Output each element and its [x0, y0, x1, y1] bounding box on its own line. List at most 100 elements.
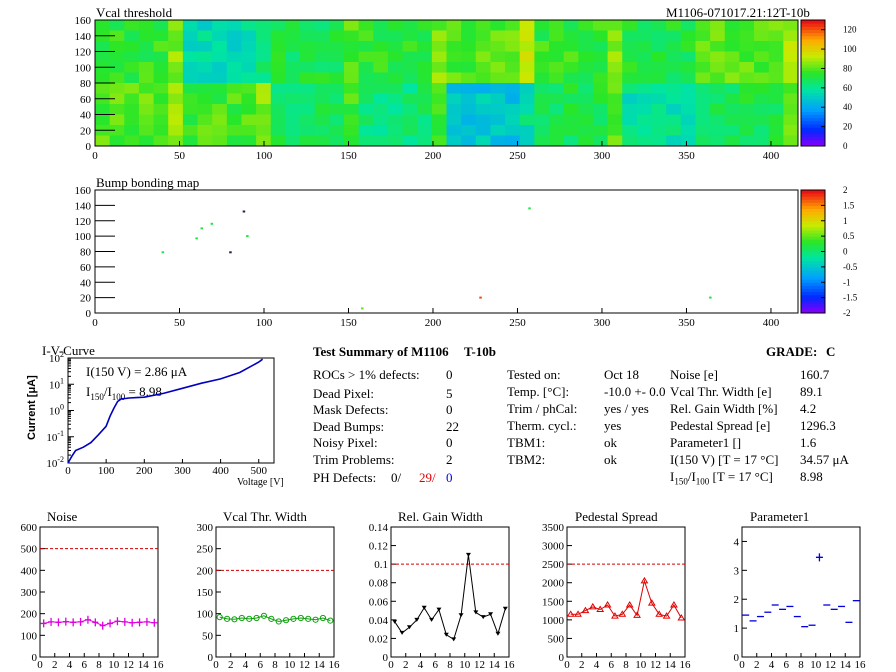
vcal-heatmap-cell	[402, 83, 418, 94]
vcal-heatmap-cell	[417, 51, 433, 63]
vcal-heatmap-cell	[197, 30, 213, 42]
vcal-heatmap-cell	[768, 41, 784, 52]
vcal-heatmap-cell	[138, 104, 154, 115]
vcal-heatmap-cell	[358, 41, 374, 52]
y-tick-label: 20	[80, 293, 92, 305]
colorbar-band	[801, 35, 825, 40]
vcal-heatmap-cell	[563, 135, 579, 147]
vcal-heatmap-cell	[695, 93, 711, 105]
vcal-heatmap-cell	[592, 51, 609, 63]
roc-x-tick-label: 0	[37, 659, 43, 671]
vcal-heatmap-cell	[505, 125, 521, 136]
colorbar-band	[801, 303, 825, 308]
colorbar-band	[801, 83, 825, 87]
summary-mid-value-2: yes / yes	[604, 401, 649, 416]
vcal-heatmap-cell	[402, 41, 418, 52]
vcal-heatmap-cell	[475, 72, 491, 84]
roc-x-tick-label: 12	[825, 659, 836, 671]
data-point	[107, 619, 114, 628]
summary-mid-label-4: TBM1:	[507, 435, 546, 450]
roc-x-tick-label: 4	[594, 659, 600, 671]
vcal-heatmap-cell	[768, 104, 784, 115]
vcal-heatmap-cell	[212, 93, 228, 105]
vcal-heatmap-cell	[680, 62, 696, 73]
vcal-heatmap-cell	[182, 135, 198, 147]
vcal-heatmap-cell	[651, 83, 667, 94]
vcal-heatmap-cell	[300, 104, 316, 115]
vcal-heatmap-cell	[197, 72, 213, 84]
roc-x-tick-label: 8	[272, 659, 278, 671]
data-point	[48, 617, 55, 626]
vcal-heatmap-cell	[124, 72, 140, 84]
vcal-heatmap-cell	[680, 135, 696, 147]
iv-y-tick-label: 10-1	[46, 429, 64, 444]
summary-right-value-1: 89.1	[800, 384, 823, 399]
vcal-heatmap-cell	[168, 72, 184, 84]
data-point	[611, 612, 619, 619]
vcal-heatmap-cell	[431, 83, 447, 94]
colorbar-band	[801, 229, 825, 234]
dead-bump-point	[195, 237, 198, 240]
vcal-heatmap-cell	[270, 125, 286, 136]
vcal-heatmap-cell	[622, 135, 638, 147]
iv-ylabel: Current [μA]	[26, 375, 38, 440]
vcal-heatmap-cell	[241, 41, 257, 52]
colorbar-band	[801, 48, 825, 52]
vcal-heatmap-cell	[636, 62, 652, 73]
roc-x-tick-label: 6	[82, 659, 88, 671]
iv-y-tick-label: 10-2	[46, 455, 64, 470]
y-tick-label: 80	[80, 247, 92, 259]
data-point	[275, 618, 282, 625]
vcal-heatmap-cell	[343, 30, 360, 42]
vcal-heatmap-cell	[622, 62, 638, 73]
vcal-heatmap-cell	[109, 104, 125, 115]
data-point	[640, 576, 649, 584]
roc-y-tick-label: 100	[197, 609, 214, 621]
vcal-heatmap-cell	[168, 62, 184, 73]
vcal-heatmap-cell	[387, 51, 403, 63]
roc-y-tick-label: 2000	[542, 578, 565, 590]
vcal-heatmap-cell	[329, 125, 345, 136]
vcal-heatmap-cell	[270, 72, 286, 84]
vcal-heatmap-cell	[622, 51, 638, 63]
vcal-heatmap-cell	[754, 125, 770, 136]
summary-right-value-3: 1296.3	[800, 418, 836, 433]
vcal-heatmap-cell	[153, 83, 169, 94]
vcal-heatmap-cell	[168, 104, 184, 115]
iv-xlabel: Voltage [V]	[237, 477, 284, 488]
vcal-heatmap-cell	[417, 93, 433, 105]
vcal-heatmap-cell	[710, 62, 726, 73]
roc-x-tick-label: 6	[784, 659, 790, 671]
vcal-width-frame	[215, 526, 335, 658]
vcal-heatmap-cell	[343, 93, 360, 105]
y-tick-label: 120	[75, 47, 92, 59]
vcal-heatmap-cell	[226, 41, 242, 52]
vcal-heatmap-cell	[475, 83, 491, 94]
vcal-heatmap-cell	[182, 125, 198, 136]
roc-x-tick-label: 10	[459, 659, 471, 671]
vcal-heatmap-cell	[710, 20, 726, 31]
vcal-heatmap-cell	[607, 114, 623, 126]
vcal-heatmap-cell	[373, 93, 389, 105]
roc-y-tick-label: 3	[734, 565, 740, 577]
roc-x-tick-label: 10	[635, 659, 647, 671]
vcal-heatmap-cell	[124, 125, 140, 136]
vcal-heatmap-cell	[402, 104, 418, 115]
vcal-heatmap-cell	[153, 72, 169, 84]
vcal-heatmap-cell	[607, 51, 623, 63]
summary-ratio-value: 8.98	[800, 469, 823, 484]
vcal-heatmap-cell	[446, 125, 462, 136]
vcal-heatmap-cell	[212, 51, 228, 63]
vcal-heatmap-cell	[578, 30, 594, 42]
vcal-heatmap-cell	[153, 62, 169, 73]
vcal-heatmap-cell	[138, 41, 154, 52]
vcal-heatmap-cell	[519, 51, 535, 63]
vcal-heatmap-cell	[270, 114, 286, 126]
vcal-heatmap-cell	[153, 51, 169, 63]
summary-mid-label-1: Temp. [°C]:	[507, 384, 570, 399]
vcal-heatmap-cell	[285, 83, 301, 94]
colorbar-band	[801, 105, 825, 109]
vcal-heatmap-cell	[241, 30, 257, 42]
